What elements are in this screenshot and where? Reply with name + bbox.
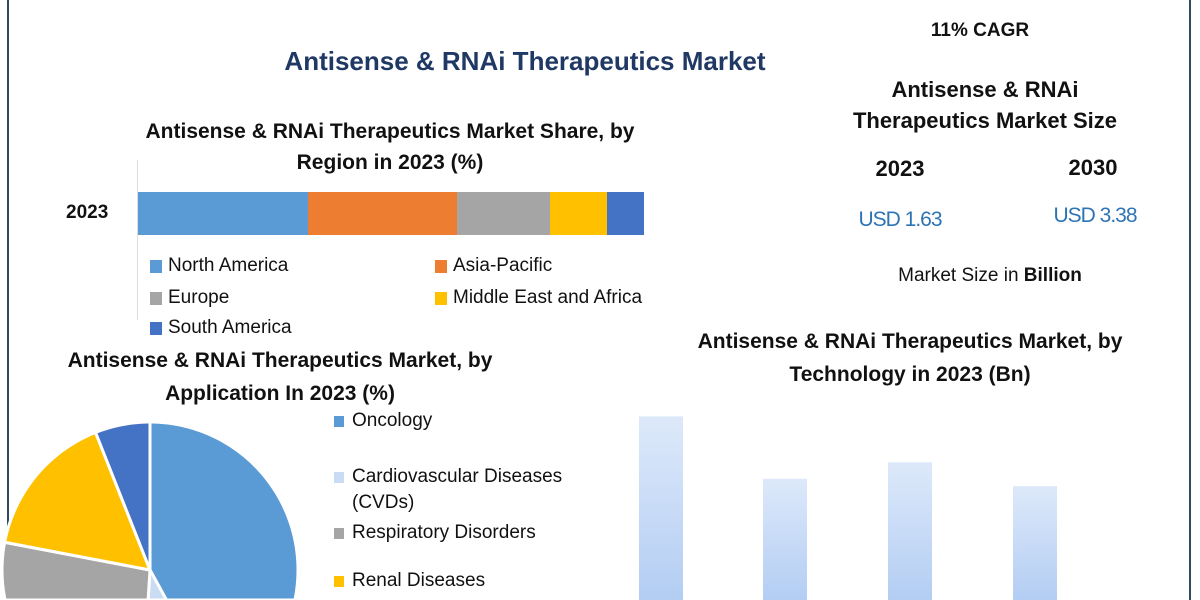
region-axis (137, 160, 138, 320)
technology-chart-title: Antisense & RNAi Therapeutics Market, by… (697, 330, 1123, 386)
bar-segment-north-america (138, 192, 309, 235)
legend-item: Renal Diseases (334, 568, 485, 594)
legend-label: Asia-Pacific (453, 255, 553, 276)
legend-swatch (150, 259, 162, 273)
pie-slice-oncology (148, 420, 300, 600)
value-end: USD 3.38 (1053, 204, 1137, 227)
legend-item: South America (150, 317, 292, 339)
bar-segment-south-america (607, 192, 644, 235)
legend-swatch (435, 259, 447, 273)
legend-label: Middle East and Africa (453, 287, 643, 308)
legend-label: South America (168, 317, 292, 338)
unit-bold: Billion (1023, 265, 1082, 286)
frame-border-left (7, 0, 9, 600)
application-chart-title: Antisense & RNAi Therapeutics Market, by… (67, 349, 493, 405)
legend-item: Respiratory Disorders (334, 520, 536, 546)
bar-segment-asia-pacific (308, 192, 457, 235)
legend-label: Cardiovascular Diseases (CVDs) (352, 466, 563, 513)
unit-prefix: Market Size in (898, 265, 1024, 286)
pie-slice-renal-diseases (2, 430, 153, 572)
cagr-label: 11% CAGR (930, 20, 1030, 41)
application-pie (0, 420, 300, 600)
legend-swatch (150, 291, 162, 305)
region-bar-category: 2023 (66, 202, 109, 223)
legend-item: Asia-Pacific (435, 255, 552, 277)
value-start: USD 1.63 (858, 208, 942, 231)
pie-slice-other (93, 420, 152, 571)
legend-item: North America (150, 255, 288, 277)
market-size-title: Antisense & RNAi Therapeutics Market Siz… (852, 77, 1118, 133)
legend-item: Europe (150, 287, 229, 309)
pie-slice-respiratory-disorders (0, 540, 152, 600)
unit-note: Market Size in Billion (850, 265, 1130, 287)
bar-segment-middle-east-and-africa (549, 192, 608, 235)
legend-swatch (334, 416, 344, 427)
legend-item: Middle East and Africa (435, 287, 642, 309)
technology-bar (763, 478, 807, 600)
legend-label: North America (168, 255, 289, 276)
year-end: 2030 (1068, 155, 1118, 180)
technology-bar (639, 416, 683, 600)
legend-label: Oncology (352, 410, 433, 431)
legend-item: Oncology (334, 408, 432, 434)
legend-label: Renal Diseases (352, 570, 486, 591)
year-start: 2023 (875, 156, 925, 181)
legend-item: Cardiovascular Diseases (CVDs) (334, 464, 602, 516)
region-stacked-bar (138, 192, 644, 235)
bar-segment-europe (456, 192, 550, 235)
legend-swatch (334, 528, 344, 539)
technology-bar (1013, 486, 1057, 600)
technology-bar-chart (639, 416, 1057, 600)
legend-label: Europe (168, 287, 230, 308)
main-title: Antisense & RNAi Therapeutics Market (284, 46, 766, 76)
legend-swatch (435, 291, 447, 305)
legend-label: Respiratory Disorders (352, 522, 536, 543)
technology-bar (888, 462, 932, 600)
legend-swatch (334, 576, 344, 587)
legend-swatch (334, 472, 344, 483)
legend-swatch (150, 321, 162, 335)
region-chart-title: Antisense & RNAi Therapeutics Market Sha… (145, 120, 635, 174)
frame-border-right (1189, 0, 1191, 600)
